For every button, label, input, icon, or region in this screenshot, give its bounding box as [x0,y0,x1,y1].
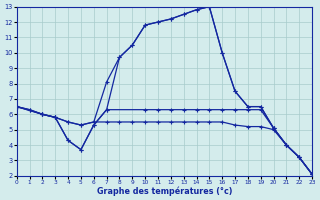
X-axis label: Graphe des températures (°c): Graphe des températures (°c) [97,186,232,196]
